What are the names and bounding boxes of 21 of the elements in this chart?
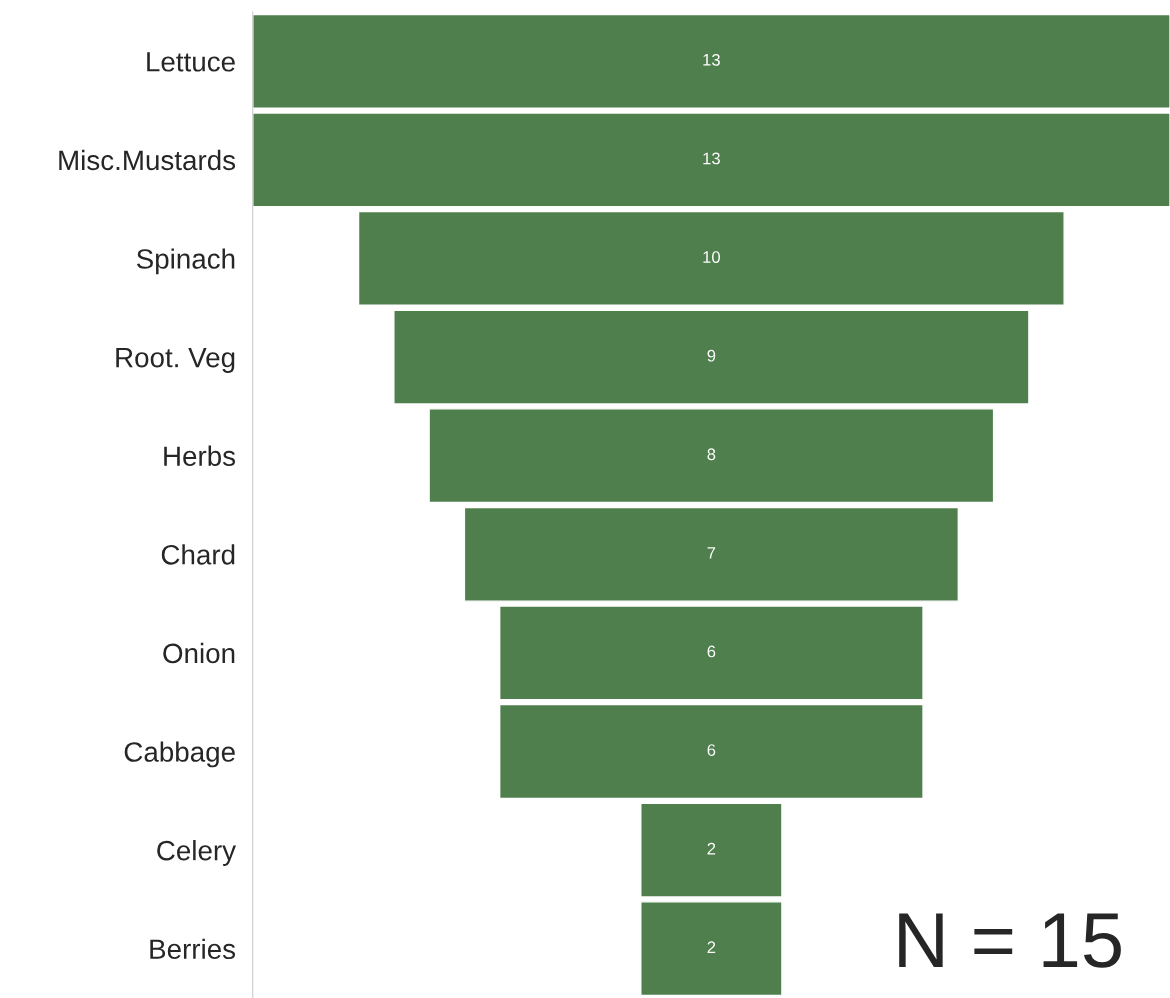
data-label: 13	[703, 53, 720, 66]
category-label: Root. Veg	[116, 348, 235, 373]
category-label: Misc.Mustards	[59, 149, 236, 171]
category-label: Celery	[157, 840, 236, 866]
data-label: 2	[707, 842, 716, 855]
category-label: Cabbage	[124, 741, 235, 768]
category-label: Onion	[163, 642, 235, 664]
data-label: 8	[707, 448, 716, 461]
category-label: Herbs	[164, 445, 236, 467]
data-label: 6	[707, 744, 716, 756]
data-label: 10	[703, 251, 720, 263]
data-label: 13	[703, 152, 720, 165]
category-label: Lettuce	[147, 52, 235, 72]
category-label: Berries	[150, 938, 236, 960]
data-label: 7	[707, 547, 716, 559]
data-label: 9	[707, 349, 716, 362]
data-label: 2	[707, 941, 716, 954]
text: N = 15	[899, 913, 1121, 968]
data-label: 6	[707, 645, 716, 658]
category-label: Chard	[161, 544, 235, 565]
category-label: Spinach	[136, 248, 235, 275]
